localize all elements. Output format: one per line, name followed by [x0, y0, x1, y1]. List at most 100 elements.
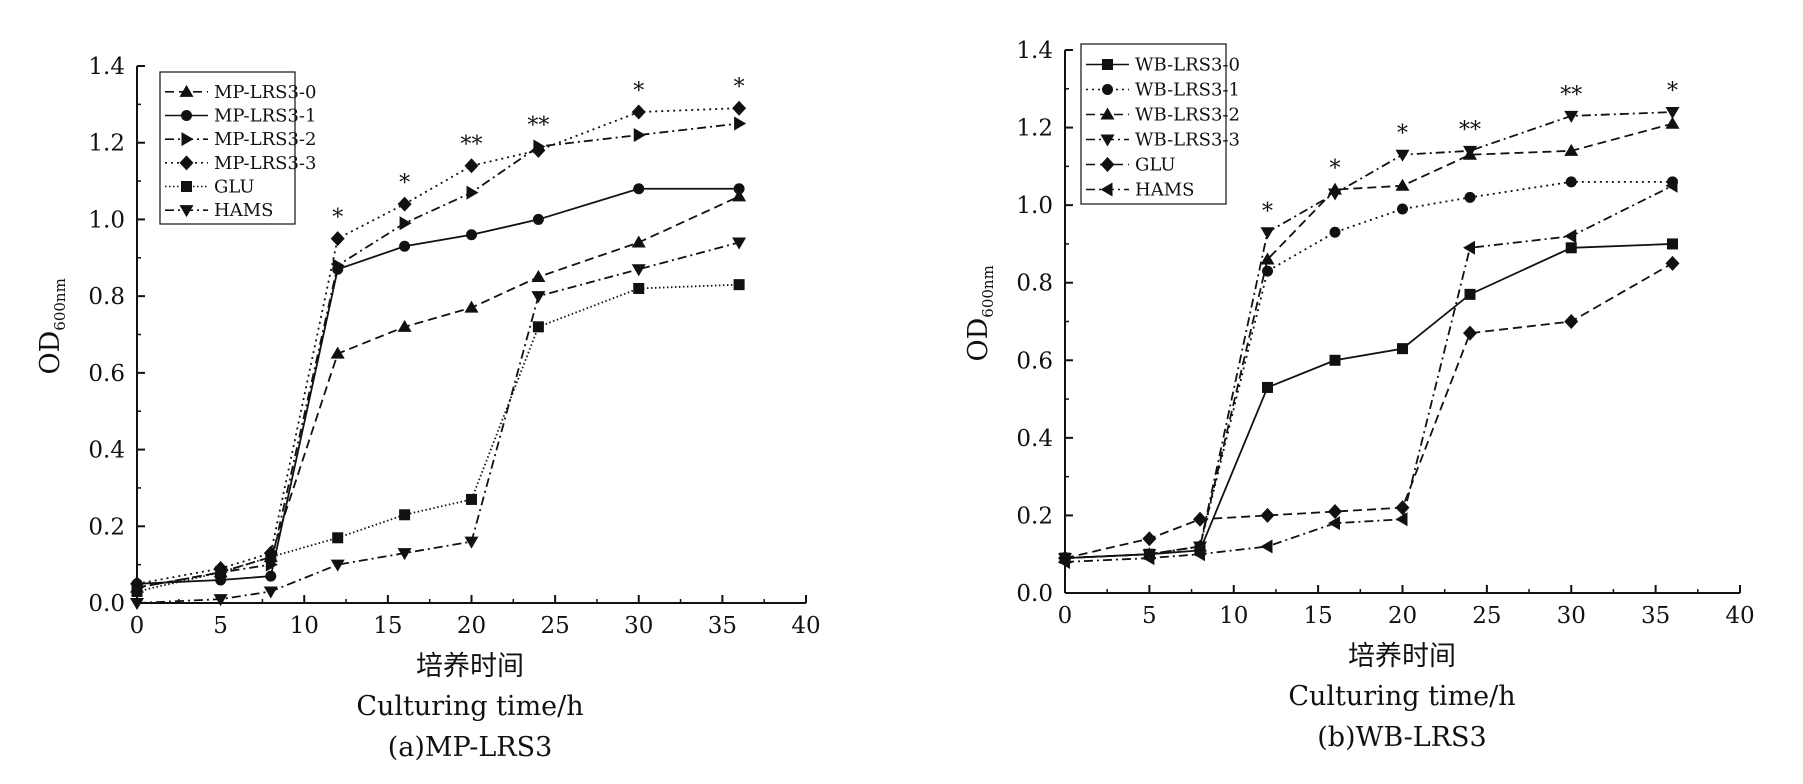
legend-label: GLU: [214, 177, 255, 198]
data-point: [331, 560, 345, 572]
series-line: [1065, 186, 1673, 562]
legend-label: WB-LRS3-1: [1135, 80, 1240, 101]
series-HAMS: [130, 237, 746, 610]
x-tick-label: 25: [1472, 603, 1501, 629]
data-point: [633, 283, 644, 294]
x-tick-label: 30: [1557, 603, 1586, 629]
x-tick-label: 0: [130, 613, 145, 639]
series-line: [137, 196, 739, 587]
series-line: [137, 189, 739, 584]
y-tick-label: 0.4: [1016, 426, 1053, 452]
significance-label: *: [633, 79, 644, 104]
data-point: [399, 509, 410, 520]
y-tick-label: 0.0: [1016, 581, 1053, 607]
data-point: [1465, 192, 1476, 203]
y-tick-label: 0.6: [88, 361, 125, 387]
data-point: [632, 105, 646, 120]
data-point: [634, 128, 646, 142]
data-point: [332, 532, 343, 543]
data-point: [466, 229, 477, 240]
significance-label: **: [461, 133, 483, 158]
data-point: [1142, 531, 1156, 546]
data-point: [632, 235, 646, 247]
data-point: [632, 264, 646, 276]
legend-label: MP-LRS3-2: [214, 129, 316, 150]
data-point: [734, 279, 745, 290]
significance-label: *: [332, 206, 343, 231]
data-point: [465, 301, 479, 313]
data-point: [1566, 176, 1577, 187]
data-point: [732, 101, 746, 116]
data-point: [531, 291, 545, 303]
series-MP-LRS3-1: [132, 183, 745, 589]
data-point: [734, 117, 746, 131]
series-line: [1065, 263, 1673, 558]
series-WB-LRS3-0: [1060, 238, 1679, 563]
legend-label: WB-LRS3-2: [1135, 105, 1240, 126]
y-tick-label: 0.2: [1016, 503, 1053, 529]
data-point: [1465, 289, 1476, 300]
data-point: [1396, 179, 1410, 191]
data-point: [1328, 516, 1340, 530]
significance-label: *: [1330, 157, 1341, 182]
data-point: [533, 321, 544, 332]
data-point: [1396, 512, 1408, 526]
x-tick-label: 0: [1058, 603, 1073, 629]
legend-label: HAMS: [1135, 180, 1194, 201]
data-point: [1261, 508, 1275, 523]
data-point: [1262, 382, 1273, 393]
x-axis-title-cn: 培养时间: [1348, 641, 1456, 672]
chart-panel-a: 0 5 10 15 20 25 30 35 40 0.0 0.2 0.4 0.6 0.8 1.0 1.2 1.4…: [35, 54, 821, 763]
y-axis-title: OD600nm: [963, 265, 997, 361]
legend-label: HAMS: [214, 200, 273, 221]
data-point: [398, 197, 412, 212]
data-point: [399, 241, 410, 252]
data-point: [533, 214, 544, 225]
y-tick-label: 1.0: [88, 207, 125, 233]
panel-caption: (a)MP-LRS3: [388, 732, 553, 763]
x-tick-label: 35: [708, 613, 737, 639]
x-tick-label: 20: [1388, 603, 1417, 629]
legend: WB-LRS3-0WB-LRS3-1WB-LRS3-2WB-LRS3-3GLUH…: [1081, 44, 1240, 204]
y-tick-label: 1.2: [1016, 116, 1053, 142]
series-WB-LRS3-1: [1060, 176, 1679, 563]
y-axis-title-main: OD: [35, 331, 66, 375]
series-line: [137, 285, 739, 592]
data-point: [264, 586, 278, 598]
legend-label: GLU: [1135, 155, 1176, 176]
legend-marker: [181, 181, 192, 192]
chart-panel-b: 0 5 10 15 20 25 30 35 40 0.0 0.2 0.4 0.6 0.8 1.0 1.2 1.4…: [963, 38, 1755, 753]
significance-label: *: [734, 75, 745, 100]
panel-caption: (b)WB-LRS3: [1317, 722, 1487, 753]
significance-label: **: [1560, 83, 1582, 108]
legend: MP-LRS3-0MP-LRS3-1MP-LRS3-2MP-LRS3-3GLUH…: [160, 72, 316, 224]
data-point: [1397, 343, 1408, 354]
y-tick-label: 0.6: [1016, 348, 1053, 374]
data-point: [265, 551, 276, 562]
y-tick-label: 0.0: [88, 591, 125, 617]
x-tick-label: 10: [1219, 603, 1248, 629]
x-tick-label: 20: [457, 613, 486, 639]
series-line: [1065, 182, 1673, 558]
data-point: [215, 567, 226, 578]
data-point: [1564, 314, 1578, 329]
x-tick-label: 35: [1641, 603, 1670, 629]
significance-label: **: [527, 114, 549, 139]
data-point: [1667, 238, 1678, 249]
series-GLU: [132, 279, 745, 597]
data-point: [467, 186, 479, 200]
x-tick-label: 15: [373, 613, 402, 639]
data-point: [1261, 227, 1275, 239]
y-tick-label: 1.4: [1016, 38, 1053, 64]
data-point: [132, 586, 143, 597]
y-tick-label: 1.4: [88, 54, 125, 80]
y-axis-title-sub: 600nm: [979, 265, 997, 318]
legend-label: WB-LRS3-3: [1135, 130, 1240, 151]
x-axis-title: Culturing time/h: [1288, 681, 1515, 712]
legend-marker: [1102, 84, 1113, 95]
y-axis-title: OD600nm: [35, 278, 69, 374]
x-tick-label: 30: [624, 613, 653, 639]
data-point: [466, 494, 477, 505]
data-point: [1261, 539, 1273, 553]
